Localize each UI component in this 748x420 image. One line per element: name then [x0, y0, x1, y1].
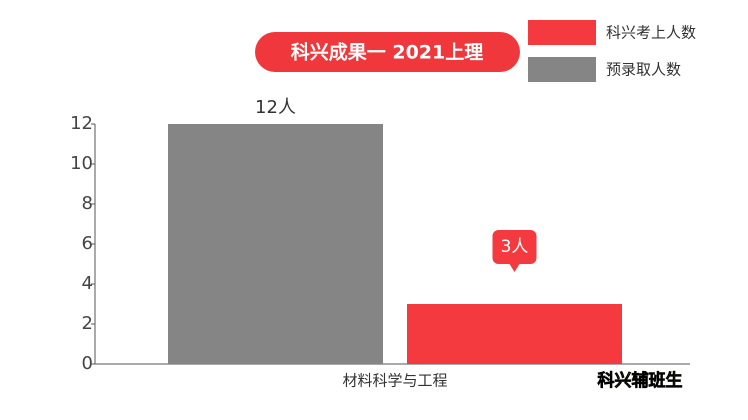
y-tick-label: 6 — [82, 233, 93, 254]
x-tick-label: 材料科学与工程 — [342, 372, 447, 390]
y-tick-label: 12 — [70, 113, 93, 134]
chart-title: 科兴成果一 2021上理 — [291, 41, 484, 64]
y-tick-label: 10 — [70, 153, 93, 174]
data-label: 3人 — [501, 237, 529, 257]
legend-swatch — [528, 57, 596, 82]
y-tick-label: 8 — [82, 193, 93, 214]
y-tick-label: 0 — [82, 353, 93, 374]
watermark: 科兴辅班生 — [598, 370, 683, 391]
bar — [168, 124, 383, 364]
legend-swatch — [528, 20, 596, 45]
y-tick-label: 4 — [82, 273, 93, 294]
y-tick-label: 2 — [82, 313, 93, 334]
bar — [407, 304, 622, 364]
legend-label: 预录取人数 — [606, 61, 681, 79]
label-callout — [492, 230, 537, 272]
title-pill — [255, 32, 520, 72]
data-label: 12人 — [255, 97, 296, 118]
legend-label: 科兴考上人数 — [606, 24, 696, 42]
